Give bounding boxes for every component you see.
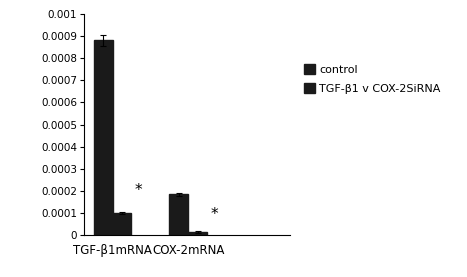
Text: *: * [134,183,142,198]
Bar [170,194,188,235]
Bar [188,232,207,235]
Legend: control, TGF-β1 v COX-2SiRNA: control, TGF-β1 v COX-2SiRNA [299,59,445,99]
Text: *: * [211,207,218,222]
Bar [93,40,113,235]
Bar [113,213,132,235]
